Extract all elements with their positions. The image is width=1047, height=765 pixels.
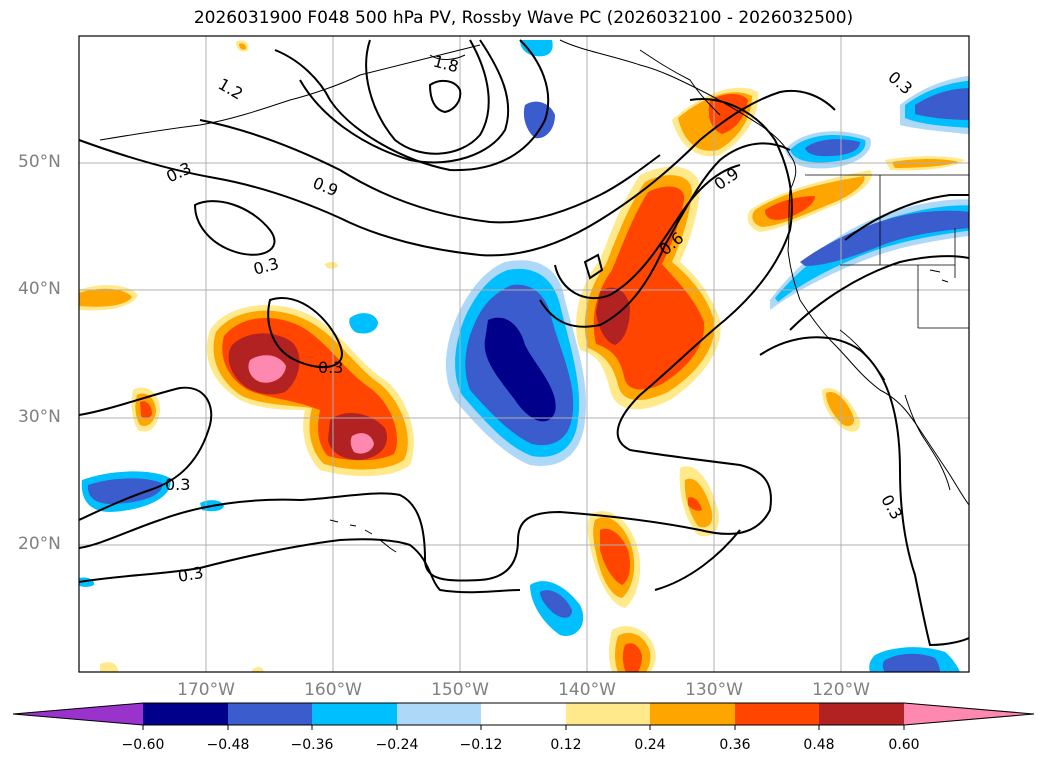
positive-anomaly-small [79,40,861,672]
colorbar-swatch [481,703,566,725]
lat-label-40n: 40°N [18,279,61,299]
positive-anomaly-midpacific [206,305,414,477]
colorbar-tick-label: −0.36 [290,737,334,753]
colorbar-extend-min [13,703,143,725]
colorbar-swatch [143,703,228,725]
colorbar-swatch [397,703,481,725]
negative-anomaly-central [445,260,586,466]
pv-contours [79,39,969,647]
colorbar-tick-label: 0.12 [550,737,582,753]
coastlines [99,39,969,553]
negative-anomaly-northeast [785,75,969,169]
colorbar-swatch [566,703,650,725]
contour-label: 0.3 [165,475,190,494]
colorbar-tick-label: −0.24 [375,737,419,753]
negative-anomaly-coast [770,199,969,310]
colorbar-tick-label: 0.60 [888,737,920,753]
contour-label: 0.3 [318,358,343,377]
map-area: 1.2 1.8 0.3 0.9 0.3 0.3 0.3 0.3 0.3 0.9 … [79,36,969,672]
colorbar-extend-max [904,703,1034,725]
lat-label-20n: 20°N [18,534,61,554]
lon-label-130w: 130°W [685,680,743,700]
map-title: 2026031900 F048 500 hPa PV, Rossby Wave … [193,8,854,28]
map-frame [78,35,970,673]
colorbar-tick-label: 0.24 [634,737,666,753]
contour-label: 0.3 [393,415,418,434]
lon-label-140w: 140°W [558,680,616,700]
colorbar-tick-label: −0.12 [459,737,503,753]
lat-label-50n: 50°N [18,152,61,172]
lon-label-170w: 170°W [177,680,235,700]
lon-label-150w: 150°W [431,680,489,700]
contour-label: 0.3 [176,563,204,586]
colorbar-swatch [312,703,397,725]
lon-label-120w: 120°W [812,680,870,700]
colorbar-tick-label: −0.48 [206,737,250,753]
lon-label-160w: 160°W [304,680,362,700]
lat-label-30n: 30°N [18,407,61,427]
negative-anomaly-small [79,40,960,672]
colorbar-swatch [819,703,904,725]
positive-anomaly-coastal-train [576,87,965,410]
colorbar [12,702,1035,730]
colorbar-swatch [650,703,735,725]
colorbar-tick-label: 0.48 [803,737,835,753]
graticule [79,36,969,672]
colorbar-tick-label: −0.60 [121,737,165,753]
colorbar-swatch [735,703,819,725]
colorbar-swatch [228,703,312,725]
colorbar-tick-label: 0.36 [719,737,751,753]
